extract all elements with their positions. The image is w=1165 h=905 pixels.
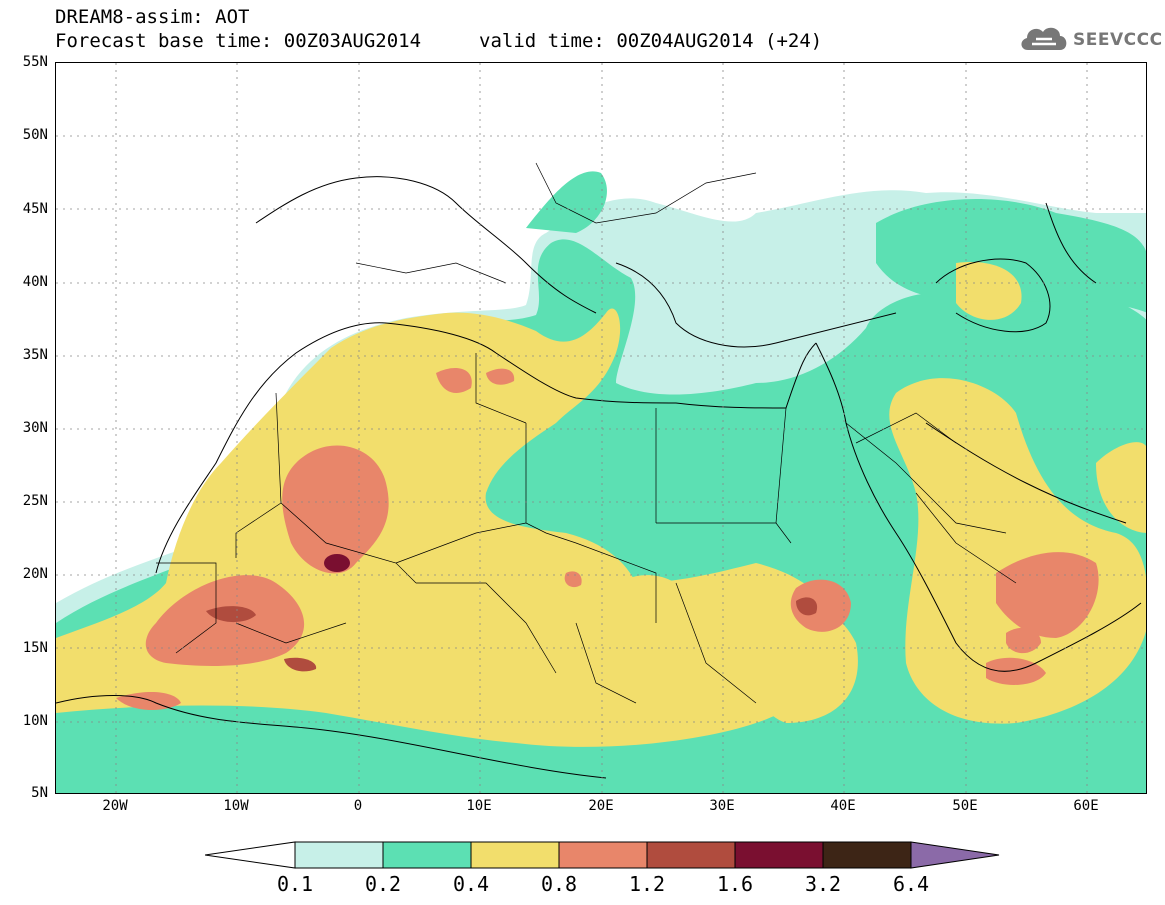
colorbar-high-arrow [910,841,1000,869]
colorbar-low-arrow [205,841,296,869]
colorbar [205,841,1000,869]
colorbar-label: 0.2 [364,872,402,896]
coastlines [56,176,1142,779]
lat-label: 45N [22,201,48,217]
lat-label: 55N [22,54,48,70]
colorbar-label: 1.2 [628,872,666,896]
graticule [56,63,1146,793]
lon-label: 30E [709,798,735,814]
lat-label: 5N [31,785,48,801]
valid-time: valid time: 00Z04AUG2014 (+24) [479,30,823,52]
colorbar-swatch [734,841,824,869]
colorbar-label: 6.4 [892,872,930,896]
map-title: DREAM8-assim: AOT [55,6,250,28]
lon-label: 10W [223,798,249,814]
lon-label: 20E [588,798,614,814]
cloud-icon [1021,27,1067,50]
base-time: Forecast base time: 00Z03AUG2014 [55,30,422,52]
lat-label: 25N [22,493,48,509]
lat-label: 20N [22,566,48,582]
aot-0.8-band [116,368,1099,710]
lon-label: 10E [466,798,492,814]
colorbar-label: 1.6 [716,872,754,896]
aot-1.6-band [324,554,350,572]
forecast-times: Forecast base time: 00Z03AUG2014 valid ti… [55,30,822,52]
lat-label: 15N [22,640,48,656]
lon-label: 0 [353,798,363,814]
colorbar-label: 0.4 [452,872,490,896]
lat-label: 40N [22,274,48,290]
lat-label: 50N [22,127,48,143]
colorbar-swatch [822,841,912,869]
aot-1.2-band [206,597,818,672]
colorbar-label: 0.1 [276,872,314,896]
lat-label: 30N [22,420,48,436]
colorbar-label: 3.2 [804,872,842,896]
lon-label: 60E [1073,798,1099,814]
colorbar-swatch [382,841,472,869]
seevccc-logo: SEEVCCC [1018,22,1162,58]
country-borders [156,162,1017,704]
colorbar-swatch [470,841,560,869]
colorbar-swatch [646,841,736,869]
colorbar-swatch [558,841,648,869]
colorbar-label: 0.8 [540,872,578,896]
lon-label: 50E [952,798,978,814]
lon-label: 20W [102,798,128,814]
logo-text: SEEVCCC [1073,30,1163,50]
lat-label: 35N [22,347,48,363]
map-canvas [56,63,1146,793]
lon-label: 40E [830,798,856,814]
lat-label: 10N [22,713,48,729]
colorbar-swatch [294,841,384,869]
aot-map [55,62,1147,794]
